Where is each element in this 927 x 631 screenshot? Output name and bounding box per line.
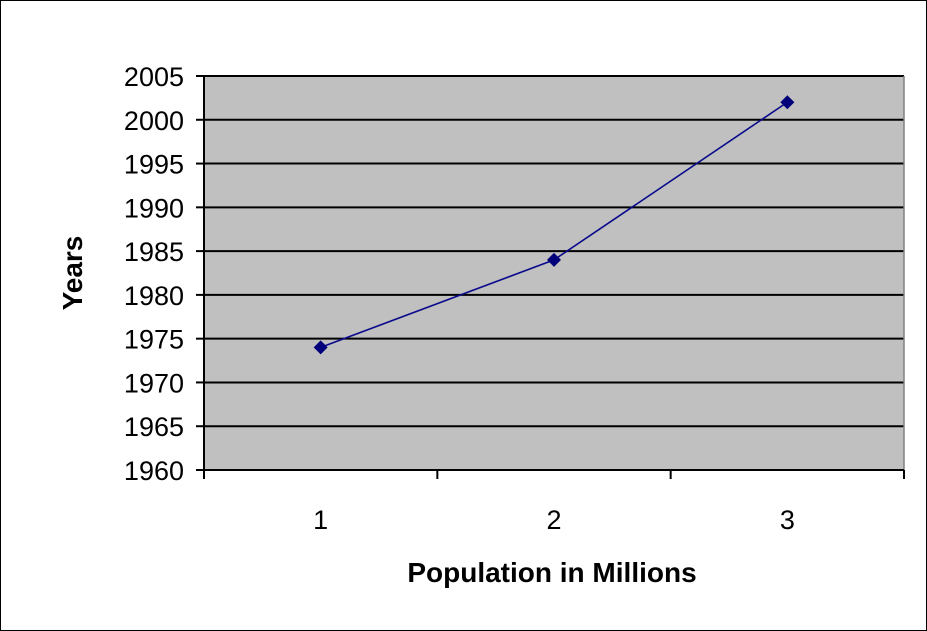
data-point-marker [547, 252, 561, 267]
data-marks-group [313, 95, 795, 355]
x-tick-label: 1 [313, 505, 328, 535]
y-axis-title: Years [57, 236, 88, 311]
x-axis-title: Population in Millions [407, 557, 696, 588]
y-tick-label: 1980 [124, 281, 184, 311]
data-point-marker [780, 95, 795, 110]
y-tick-label: 1990 [124, 193, 184, 223]
x-tick-label: 2 [546, 505, 561, 535]
y-tick-label: 2000 [124, 106, 184, 136]
y-tick-label: 1985 [124, 237, 184, 267]
y-tick-label: 2005 [124, 62, 184, 92]
data-point-marker [313, 340, 328, 355]
plot-area-group [196, 75, 905, 479]
y-tick-label: 1970 [124, 368, 184, 398]
tick-labels-group: 1960 1965 1970 1975 1980 1985 1990 1995 2000 2005… [124, 62, 795, 535]
y-tick-label: 1960 [124, 456, 184, 486]
y-tick-label: 1995 [124, 150, 184, 180]
x-tick-label: 3 [780, 505, 795, 535]
y-tick-label: 1975 [124, 325, 184, 355]
plot-area [204, 76, 904, 470]
y-tick-label: 1965 [124, 412, 184, 442]
